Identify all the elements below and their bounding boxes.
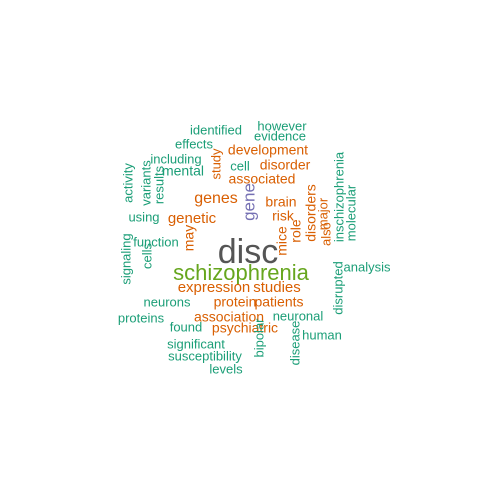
word-role: role	[288, 219, 304, 243]
word-analysis: analysis	[344, 259, 391, 274]
word-gene: gene	[239, 183, 258, 221]
word-disease: disease	[287, 321, 302, 366]
word-variants: variants	[138, 160, 153, 206]
word-patients: patients	[254, 294, 303, 310]
word-association: association	[194, 309, 264, 325]
word-neurons: neurons	[144, 294, 191, 309]
word-study: study	[208, 148, 223, 180]
word-schizophrenia: schizophrenia	[173, 260, 310, 285]
word-human: human	[302, 327, 342, 342]
word-disc: disc	[218, 233, 278, 271]
word-genetic: genetic	[168, 210, 217, 227]
word-risk: risk	[272, 208, 295, 224]
word-may: may	[181, 225, 197, 251]
word-disrupted: disrupted	[330, 261, 345, 314]
word-mice: mice	[274, 226, 290, 256]
word-development: development	[228, 142, 308, 158]
word-susceptibility: susceptibility	[168, 348, 242, 363]
word-also: also	[318, 222, 333, 246]
word-identified: identified	[190, 122, 242, 137]
word-using: using	[128, 209, 159, 224]
word-however: however	[257, 118, 307, 133]
word-cells: cells	[139, 243, 154, 270]
word-proteins: proteins	[118, 310, 165, 325]
word-associated: associated	[229, 171, 296, 187]
word-expression: expression	[178, 279, 251, 296]
word-evidence: evidence	[254, 128, 306, 143]
word-disorder: disorder	[260, 157, 311, 173]
word-psychiatric: psychiatric	[212, 320, 278, 336]
word-genes: genes	[194, 190, 238, 207]
word-disorders: disorders	[303, 184, 319, 242]
word-effects: effects	[175, 136, 214, 151]
word-activity: activity	[120, 163, 135, 203]
word-including: including	[150, 151, 201, 166]
word-brain: brain	[265, 194, 296, 210]
word-inschizophrenia: inschizophrenia	[331, 151, 346, 242]
word-signaling: signaling	[118, 233, 133, 284]
word-neuronal: neuronal	[273, 308, 324, 323]
word-protein: protein	[214, 294, 257, 310]
word-levels: levels	[209, 361, 243, 376]
word-cell: cell	[230, 158, 250, 173]
word-function: function	[133, 234, 179, 249]
word-molecular: molecular	[343, 184, 358, 241]
word-found: found	[170, 319, 203, 334]
word-results: results	[151, 165, 166, 204]
word-mental: mental	[162, 163, 204, 179]
word-major: major	[315, 197, 330, 230]
word-studies: studies	[253, 279, 301, 296]
word-significant: significant	[167, 336, 225, 351]
word-bipolar: bipolar	[251, 318, 266, 358]
